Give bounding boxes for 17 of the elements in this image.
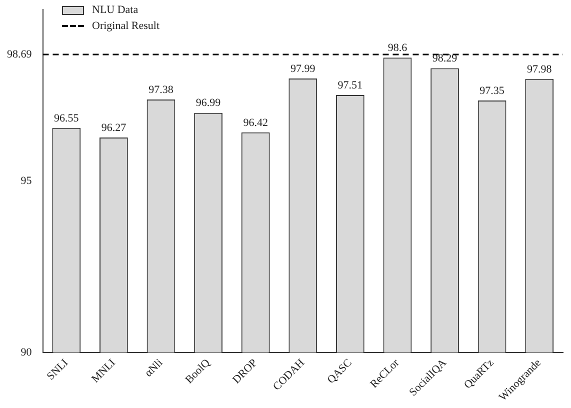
data-label: 97.99 — [290, 62, 316, 75]
data-label: 96.55 — [54, 112, 80, 124]
data-label: 97.38 — [148, 84, 174, 96]
data-label: 98.6 — [388, 42, 408, 54]
x-tick-label: αNli — [142, 356, 166, 380]
data-label: 96.99 — [196, 97, 222, 110]
data-label: 96.42 — [243, 116, 268, 129]
y-tick-label: 98.69 — [7, 48, 32, 60]
data-label: 96.27 — [101, 122, 127, 134]
legend-label: Original Result — [92, 20, 160, 32]
data-label: 97.51 — [338, 79, 363, 92]
legend-label: NLU Data — [92, 4, 138, 16]
data-label: 97.35 — [480, 84, 505, 97]
y-tick-label: 95 — [20, 174, 32, 187]
y-tick-label: 90 — [20, 346, 32, 358]
data-label: 97.98 — [526, 63, 552, 76]
data-label: 98.29 — [432, 52, 458, 65]
